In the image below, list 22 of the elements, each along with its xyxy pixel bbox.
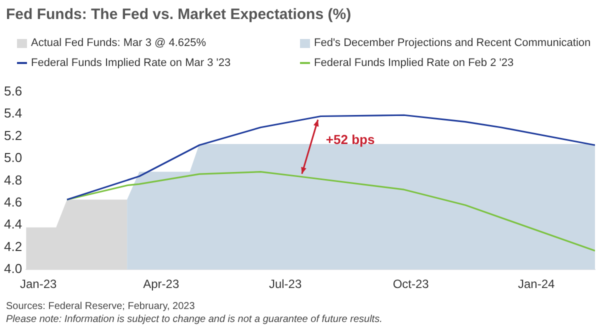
y-tick-label: 5.2: [4, 128, 22, 143]
legend-label: Federal Funds Implied Rate on Mar 3 '23: [31, 57, 231, 69]
x-tick-label: Oct-23: [392, 277, 430, 292]
source-note: Sources: Federal Reserve; February, 2023: [6, 301, 196, 312]
x-tick-label: Jan-24: [518, 277, 555, 292]
y-tick-label: 5.6: [4, 83, 22, 98]
legend-label: Fed's December Projections and Recent Communication: [314, 37, 591, 49]
annotation: +52 bps: [326, 132, 375, 147]
legend-label: Actual Fed Funds: Mar 3 @ 4.625%: [31, 37, 206, 49]
y-tick-label: 4.2: [4, 238, 22, 254]
y-tick-label: 5.0: [4, 150, 22, 166]
y-tick-label: 5.4: [4, 106, 22, 121]
x-tick-label: Apr-23: [143, 277, 180, 292]
x-tick-label: Jan-23: [20, 277, 58, 292]
chart-title: Fed Funds: The Fed vs. Market Expectations (%): [6, 6, 352, 23]
y-tick-label: 4.6: [4, 194, 22, 210]
y-tick-label: 4.8: [4, 172, 22, 188]
y-tick-label: 4.0: [4, 261, 22, 276]
y-tick-label: 4.4: [4, 216, 22, 232]
legend-label: Federal Funds Implied Rate on Feb 2 '23: [314, 57, 514, 69]
text: Please note: Information is subject to change and is not a guarantee of future results.: [6, 314, 382, 325]
x-tick-label: Jul-23: [268, 277, 302, 292]
